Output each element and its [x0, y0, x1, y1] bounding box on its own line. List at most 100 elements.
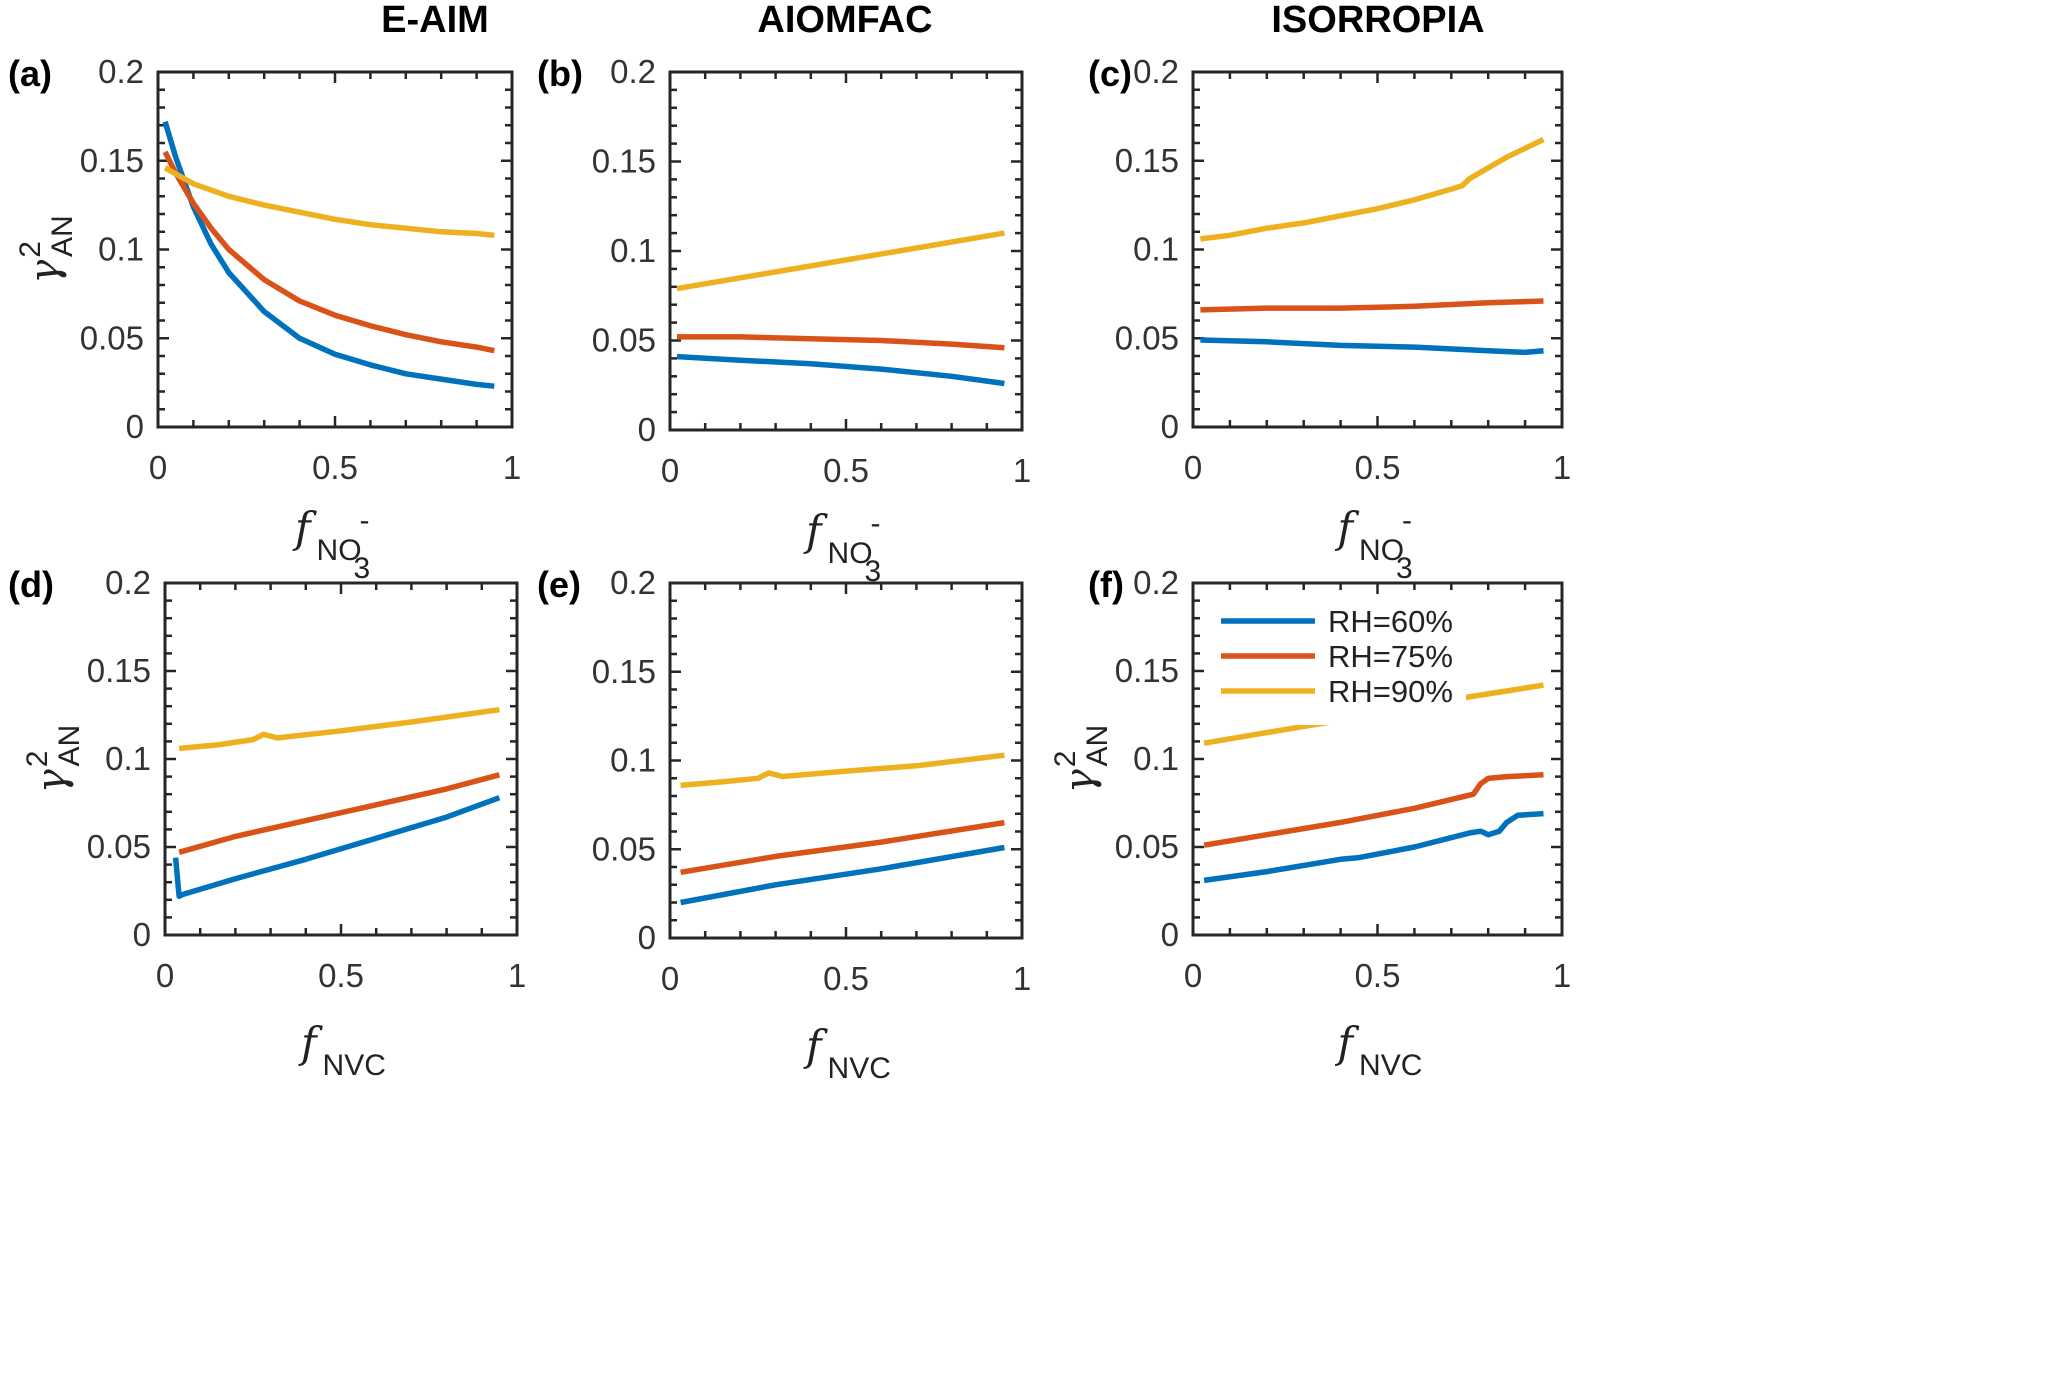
legend-entry: RH=90% [1328, 674, 1453, 709]
series-line-rh-75- [680, 819, 1005, 876]
x-tick-label: 1 [1553, 449, 1571, 486]
y-tick-label: 0.05 [1115, 319, 1179, 356]
y-tick-label: 0 [1161, 408, 1179, 445]
y-axis-label: γ2AN [21, 725, 86, 793]
x-label-sub2: 3 [865, 555, 882, 588]
y-tick-label: 0.05 [87, 828, 151, 865]
x-label-base: f [298, 1018, 323, 1067]
y-tick-label: 0.15 [592, 143, 656, 180]
x-tick-label: 0 [156, 957, 174, 994]
series-line-rh-60- [172, 795, 501, 900]
x-label-sub: NO [828, 537, 873, 570]
plot-frame [1191, 70, 1564, 429]
y-tick-label: 0 [126, 408, 144, 445]
x-label-sub: NVC [828, 1052, 891, 1085]
y-tick-label: 0.1 [610, 742, 656, 779]
x-label-sub: NO [1359, 534, 1404, 567]
x-label-base: f [803, 1021, 828, 1070]
x-label-base: f [803, 506, 828, 555]
x-tick-label: 1 [1013, 960, 1031, 997]
panel-label: (a) [8, 53, 52, 94]
y-tick-label: 0.05 [80, 319, 144, 356]
y-label-sub: AN [1081, 725, 1114, 767]
series-line-rh-75- [1203, 772, 1544, 848]
series-line-rh-60- [676, 353, 1005, 387]
panel-a: 0 0.05 0.1 0.15 0.2 0 0.5 1 (a) f NO- 3 γ 2AN [8, 53, 521, 585]
x-tick-label: 0 [149, 449, 167, 486]
panel-c: 0 0.05 0.1 0.15 0.2 0 0.5 1 (c) f NO- 3 [1088, 53, 1571, 585]
x-tick-label: 0 [661, 452, 679, 489]
series-line-rh-90- [676, 230, 1005, 292]
x-label-sup: - [871, 507, 881, 540]
x-tick-label: 1 [503, 449, 521, 486]
y-tick-label: 0.2 [105, 564, 151, 601]
y-tick-label: 0.2 [1133, 53, 1179, 90]
y-tick-label: 0.2 [98, 53, 144, 90]
x-tick-label: 0.5 [318, 957, 364, 994]
y-tick-label: 0.15 [1115, 142, 1179, 179]
x-axis-label: f NO- 3 [803, 506, 881, 588]
panels: 00.050.10.150.20 0.5 1(a)f NO-3γ2AN00.050.1… [8, 53, 1571, 1085]
column-title-e-aim: E-AIM [381, 0, 489, 41]
y-tick-label: 0 [638, 919, 656, 956]
series-line-rh-90- [163, 165, 495, 239]
y-tick-label: 0.1 [1133, 231, 1179, 268]
x-label-base: f [1335, 1018, 1360, 1067]
y-tick-label: 0.05 [592, 322, 656, 359]
series-line-rh-60- [680, 844, 1005, 906]
y-tick-label: 0.15 [87, 652, 151, 689]
y-tick-label: 0 [1161, 916, 1179, 953]
x-axis-label: f NO- 3 [292, 503, 370, 585]
x-axis-label: f NVC [298, 1018, 386, 1082]
y-tick-label: 0.2 [1133, 564, 1179, 601]
panel-label: (d) [8, 564, 54, 605]
x-tick-label: 1 [508, 957, 526, 994]
y-label-base: γ [22, 260, 68, 284]
y-label-sub: AN [46, 215, 79, 257]
x-tick-label: 1 [1013, 452, 1031, 489]
legend-entry: RH=60% [1328, 604, 1453, 639]
series-line-rh-60- [162, 120, 495, 389]
x-tick-label: 0.5 [823, 452, 869, 489]
column-title-isorropia: ISORROPIA [1271, 0, 1484, 41]
y-axis-label: γ2AN [1049, 725, 1114, 793]
x-label-sub2: 3 [1396, 552, 1413, 585]
panel-d: 0 0.05 0.1 0.15 0.2 0 0.5 1 (d) f NVC γ2AN [8, 564, 526, 1082]
series-line-rh-75- [1200, 298, 1544, 313]
plot-frame [156, 70, 514, 429]
y-tick-label: 0.1 [1133, 740, 1179, 777]
series-line-rh-90- [178, 706, 500, 752]
legend-box [1211, 595, 1466, 725]
y-tick-label: 0.1 [105, 740, 151, 777]
y-tick-label: 0.15 [80, 142, 144, 179]
series-line-rh-90- [680, 752, 1005, 789]
x-label-sub2: 3 [354, 552, 371, 585]
legend-entry: RH=75% [1328, 639, 1453, 674]
x-label-sub: NVC [1359, 1049, 1422, 1082]
panel-label: (f) [1088, 564, 1124, 605]
y-label-sub: AN [53, 725, 86, 767]
y-label-sup: 2 [1049, 751, 1082, 768]
series-line-rh-90- [1200, 137, 1545, 242]
x-axis-label: f NVC [1335, 1018, 1423, 1082]
x-tick-label: 0.5 [312, 449, 358, 486]
panel-label: (e) [537, 564, 581, 605]
panel-b: 0 0.05 0.1 0.15 0.2 0 0.5 1 (b) f NO- 3 [537, 53, 1031, 588]
y-tick-label: 0 [133, 916, 151, 953]
y-label-base: γ [1057, 769, 1103, 793]
y-tick-label: 0.05 [592, 830, 656, 867]
y-tick-label: 0.2 [610, 564, 656, 601]
x-label-sub: NVC [323, 1049, 386, 1082]
series-line-rh-60- [1200, 337, 1544, 356]
panel-label: (b) [537, 53, 583, 94]
panel-label: (c) [1088, 53, 1132, 94]
x-axis-label: f NO- 3 [1335, 503, 1413, 585]
x-label-sup: - [1402, 504, 1412, 537]
x-label-base: f [1335, 503, 1360, 552]
y-axis-label: γ2AN [14, 215, 79, 283]
x-label-sup: - [360, 504, 370, 537]
x-axis-label: f NVC [803, 1021, 891, 1085]
y-tick-label: 0.15 [592, 653, 656, 690]
y-tick-label: 0.1 [610, 232, 656, 269]
